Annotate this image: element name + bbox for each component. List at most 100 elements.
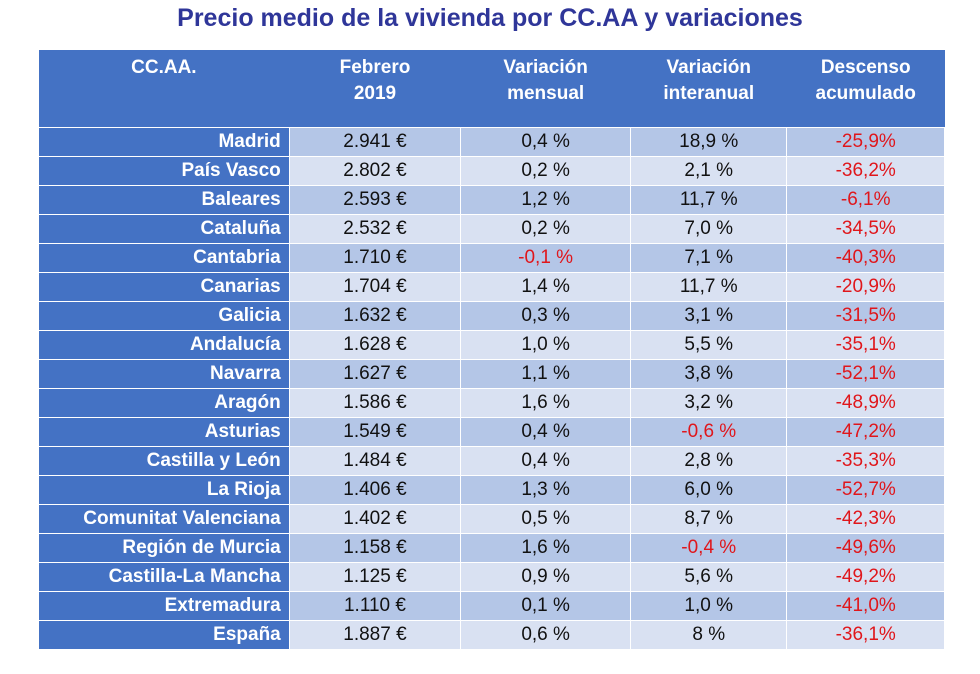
table-body: Madrid 2.941 €0,4 % 18,9 % -25,9% País Vasco… [38, 127, 945, 650]
table-cell: -48,9% [786, 388, 945, 418]
table-row: Canarias 1.704 €1,4 % 11,7 % -20,9% [38, 272, 945, 302]
table-cell: 2.941 € [288, 127, 462, 157]
table-cell: 2.532 € [288, 214, 462, 244]
table-cell: 2.802 € [288, 156, 462, 186]
table-cell: 0,4 % [460, 127, 632, 157]
table-row: Castilla y León 1.484 €0,4 % 2,8 % -35,3% [38, 446, 945, 476]
table-cell: -6,1% [786, 185, 945, 215]
table-cell: 1.704 € [288, 272, 462, 302]
table-cell: -34,5% [786, 214, 945, 244]
table-cell: 2,1 % [630, 156, 788, 186]
table-cell: -0,6 % [630, 417, 788, 447]
table-cell: -25,9% [786, 127, 945, 157]
table-cell: 2,8 % [630, 446, 788, 476]
table-cell: 1.627 € [288, 359, 462, 389]
region-name: Región de Murcia [38, 533, 290, 563]
table-cell: 3,8 % [630, 359, 788, 389]
column-header: Descenso acumulado [786, 50, 945, 128]
column-header-line: Febrero [339, 57, 411, 78]
table-cell: 1.586 € [288, 388, 462, 418]
table-cell: 7,0 % [630, 214, 788, 244]
table-cell: -49,2% [786, 562, 945, 592]
column-header-line: 2019 [353, 83, 397, 104]
table-cell: 1.125 € [288, 562, 462, 592]
table-cell: 5,5 % [630, 330, 788, 360]
table-cell: 1.628 € [288, 330, 462, 360]
table-cell: 2.593 € [288, 185, 462, 215]
region-name: Aragón [38, 388, 290, 418]
table-row: Navarra 1.627 €1,1 % 3,8 % -52,1% [38, 359, 945, 389]
table-cell: 0,2 % [460, 214, 632, 244]
table-cell: 0,1 % [460, 591, 632, 621]
table-cell: 1,0 % [630, 591, 788, 621]
column-header: Variación interanual [630, 50, 787, 128]
table-cell: 1.710 € [288, 243, 462, 273]
column-header-line: acumulado [815, 83, 916, 104]
region-name: Baleares [38, 185, 290, 215]
table-cell: 11,7 % [630, 272, 788, 302]
table-cell: 3,2 % [630, 388, 788, 418]
table-cell: 0,2 % [460, 156, 632, 186]
table-row: Cantabria 1.710 € -0,1 % 7,1 % -40,3% [38, 243, 945, 273]
region-name: Castilla y León [38, 446, 290, 476]
table-cell: 8 % [630, 620, 788, 650]
table-cell: 1,2 % [460, 185, 632, 215]
column-header-line: Descenso [820, 57, 911, 78]
table-cell: 1.110 € [288, 591, 462, 621]
table-row: Madrid 2.941 €0,4 % 18,9 % -25,9% [38, 127, 945, 157]
region-name: La Rioja [38, 475, 290, 505]
region-name: País Vasco [38, 156, 290, 186]
region-name: Extremadura [38, 591, 290, 621]
table-cell: 1,4 % [460, 272, 632, 302]
column-header-line: interanual [663, 83, 755, 104]
price-table: CC.AA. Febrero 2019 Variación mensual Variaci… [38, 50, 945, 650]
table-cell: 1,6 % [460, 533, 632, 563]
table-cell: -31,5% [786, 301, 945, 331]
column-header-line: Variación [503, 57, 588, 78]
table-row: La Rioja 1.406 €1,3 % 6,0 % -52,7% [38, 475, 945, 505]
table-cell: 1.887 € [288, 620, 462, 650]
table-cell: 0,3 % [460, 301, 632, 331]
table-cell: 0,4 % [460, 446, 632, 476]
table-cell: 18,9 % [630, 127, 788, 157]
table-cell: -0,1 % [460, 243, 632, 273]
table-cell: 1.402 € [288, 504, 462, 534]
region-name: Cataluña [38, 214, 290, 244]
column-header-line: Variación [666, 57, 751, 78]
table-cell: -41,0% [786, 591, 945, 621]
table-row: Castilla-La Mancha 1.125 €0,9 % 5,6 % -49,2… [38, 562, 945, 592]
table-cell: -36,2% [786, 156, 945, 186]
table-cell: 1,3 % [460, 475, 632, 505]
table-row: España 1.887 €0,6 % 8 % -36,1% [38, 620, 945, 650]
table-cell: 7,1 % [630, 243, 788, 273]
table-cell: 11,7 % [630, 185, 788, 215]
table-cell: -52,7% [786, 475, 945, 505]
table-cell: -47,2% [786, 417, 945, 447]
region-name: Cantabria [38, 243, 290, 273]
table-cell: -42,3% [786, 504, 945, 534]
table-cell: 1.406 € [288, 475, 462, 505]
table-cell: 1,1 % [460, 359, 632, 389]
table-row: Aragón 1.586 €1,6 % 3,2 % -48,9% [38, 388, 945, 418]
table-row: País Vasco 2.802 €0,2 % 2,1 % -36,2% [38, 156, 945, 186]
table-cell: 0,6 % [460, 620, 632, 650]
region-name: España [38, 620, 290, 650]
table-cell: 5,6 % [630, 562, 788, 592]
table-cell: 1.158 € [288, 533, 462, 563]
table-cell: 0,5 % [460, 504, 632, 534]
table-cell: 1,0 % [460, 330, 632, 360]
table-cell: -40,3% [786, 243, 945, 273]
table-cell: -20,9% [786, 272, 945, 302]
region-name: Navarra [38, 359, 290, 389]
table-cell: -35,1% [786, 330, 945, 360]
page-title: Precio medio de la vivienda por CC.AA y … [177, 4, 803, 32]
table-cell: 1.632 € [288, 301, 462, 331]
table-row: Cataluña 2.532 €0,2 % 7,0 % -34,5% [38, 214, 945, 244]
region-name: Madrid [38, 127, 290, 157]
table-cell: 8,7 % [630, 504, 788, 534]
region-name: Galicia [38, 301, 290, 331]
table-cell: 0,9 % [460, 562, 632, 592]
column-header: CC.AA. [38, 50, 290, 128]
column-header-line: CC.AA. [131, 57, 197, 78]
table-row: Comunitat Valenciana 1.402 €0,5 % 8,7 % -42… [38, 504, 945, 534]
